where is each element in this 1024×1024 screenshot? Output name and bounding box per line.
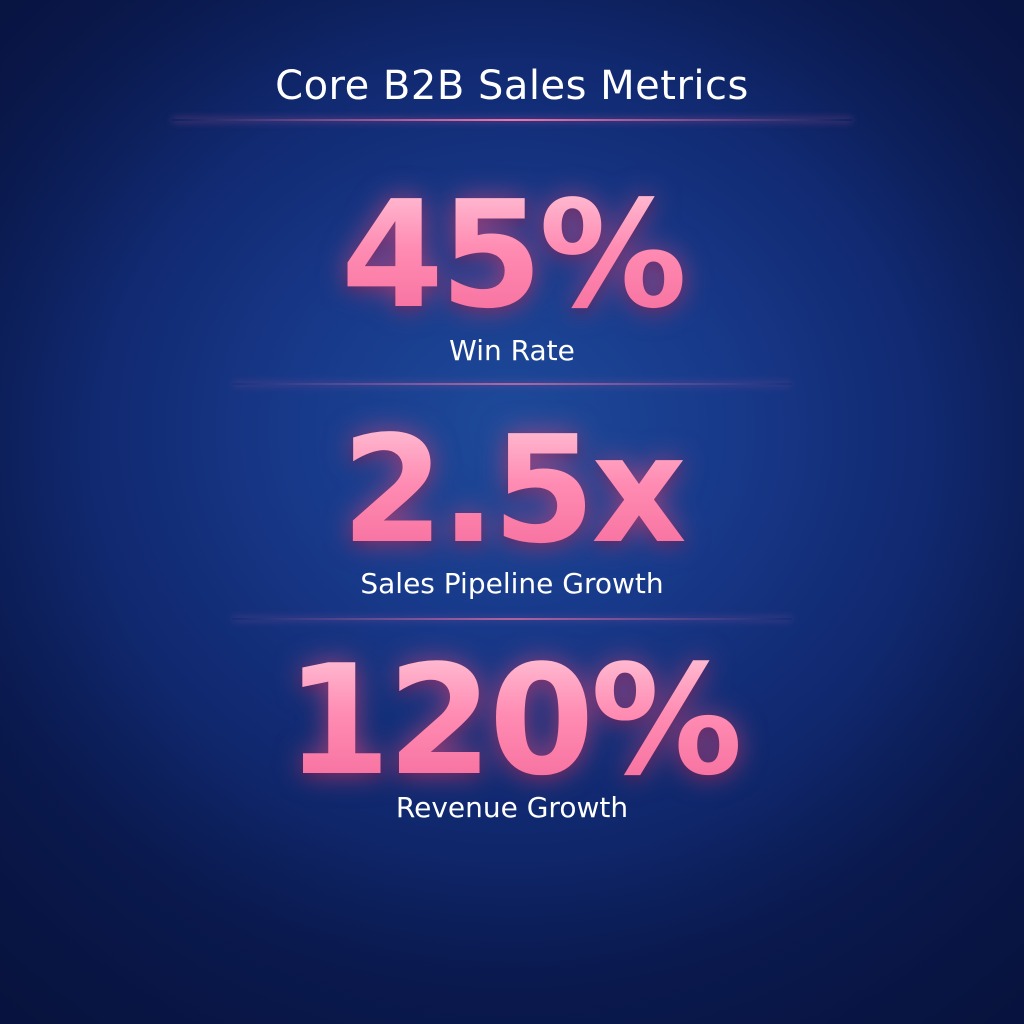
- metric-value-pipeline-growth: 2.5x: [0, 415, 1024, 565]
- metric-value-win-rate: 45%: [0, 180, 1024, 330]
- metric-label-pipeline-growth: Sales Pipeline Growth: [360, 567, 664, 600]
- metric-divider-1: [232, 383, 792, 385]
- metric-divider-2: [232, 618, 792, 620]
- metric-label-revenue-growth: Revenue Growth: [395, 791, 629, 824]
- metric-label-win-rate: Win Rate: [449, 334, 575, 367]
- title-divider: [172, 119, 852, 121]
- page-title: Core B2B Sales Metrics: [275, 63, 749, 109]
- metric-value-revenue-growth: 120%: [0, 645, 1024, 797]
